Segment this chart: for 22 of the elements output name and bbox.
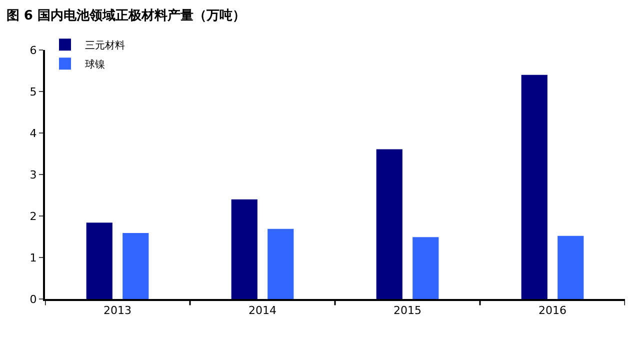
- y-tick-label: 2: [30, 210, 37, 223]
- x-tick-label: 2016: [538, 304, 566, 318]
- legend-label: 球镍: [85, 58, 105, 70]
- y-tick-label: 1: [30, 251, 37, 264]
- x-tick-label: 2015: [394, 304, 422, 318]
- y-tick-label: 3: [30, 168, 37, 182]
- bar: [521, 74, 548, 299]
- bar: [86, 222, 112, 299]
- x-tick-label: 2013: [104, 304, 132, 318]
- bar: [268, 228, 294, 299]
- y-tick-label: 4: [30, 126, 37, 140]
- bar: [231, 199, 258, 299]
- bar: [412, 237, 439, 299]
- bar: [122, 233, 149, 299]
- bar: [558, 236, 584, 299]
- x-tick-label: 2014: [248, 304, 276, 318]
- y-tick-label: 5: [30, 85, 37, 98]
- chart-title: 图 6 国内电池领域正极材料产量（万吨）: [6, 8, 246, 24]
- y-tick-label: 0: [30, 292, 37, 306]
- y-tick-label: 6: [30, 44, 37, 57]
- bar: [376, 149, 402, 299]
- legend-label: 三元材料: [85, 39, 125, 52]
